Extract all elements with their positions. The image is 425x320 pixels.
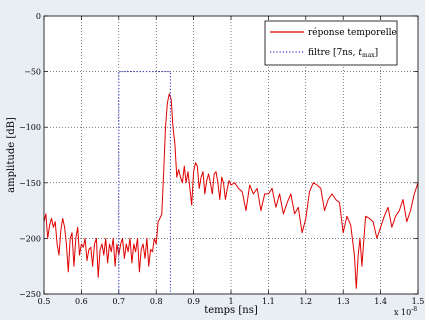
x-ticks: 0.5 0.6 0.7 0.8 0.9 1 1.1 1.2 1.3 1.4 1.5	[38, 16, 425, 306]
legend-box	[264, 20, 398, 66]
x-tick-label: 1.4	[374, 297, 387, 306]
x-tick-label: 0.7	[112, 297, 125, 306]
x-tick-label: 1.3	[337, 297, 350, 306]
x-tick-label: 0.8	[150, 297, 163, 306]
x-multiplier: x 10-8	[394, 306, 417, 317]
y-tick-label: −150	[19, 179, 41, 188]
x-tick-label: 0.5	[38, 297, 51, 306]
y-tick-label: −250	[19, 290, 41, 299]
x-tick-label: 1.5	[412, 297, 425, 306]
grid	[44, 16, 418, 294]
x-tick-label: 1.2	[299, 297, 312, 306]
plot-frame	[43, 15, 419, 295]
legend-signal-label: réponse temporelle	[308, 27, 397, 38]
x-multiplier-exponent: -8	[411, 306, 417, 313]
y-tick-label: −200	[19, 234, 41, 243]
y-tick-label: −50	[24, 68, 41, 77]
y-tick-label: −100	[19, 123, 41, 132]
x-multiplier-base: x 10	[394, 308, 411, 317]
x-tick-label: 0.6	[75, 297, 88, 306]
x-tick-label: 1.1	[262, 297, 275, 306]
series-signal-line	[43, 93, 419, 289]
x-tick-label: 0.9	[187, 297, 200, 306]
x-tick-label: 1	[228, 297, 233, 306]
y-tick-label: 0	[36, 12, 41, 21]
legend-filter-label: filtre [7ns, tmax]	[308, 48, 378, 59]
legend: réponse temporelle filtre [7ns, tmax]	[264, 20, 398, 66]
y-axis-label: amplitude [dB]	[6, 117, 17, 193]
series-layer	[43, 71, 419, 294]
x-axis-label: temps [ns]	[204, 305, 258, 316]
series-filter-line	[118, 71, 171, 294]
